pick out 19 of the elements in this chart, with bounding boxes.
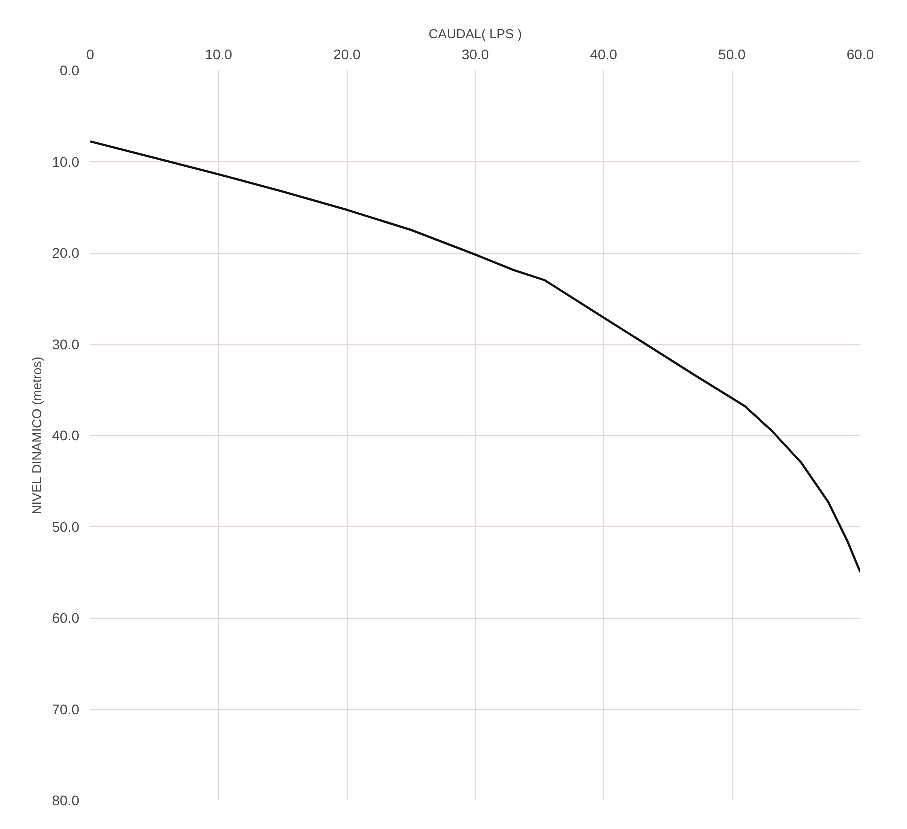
x-tick-label: 10.0: [205, 46, 233, 62]
x-tick-label: 20.0: [334, 46, 362, 62]
y-tick-label: 70.0: [52, 701, 80, 718]
y-axis-title: NIVEL DINAMICO (metros): [29, 356, 44, 515]
y-tick-label: 10.0: [52, 154, 80, 170]
y-tick-label: 50.0: [52, 518, 80, 535]
y-tick-label: 40.0: [52, 428, 80, 444]
y-tick-label: 30.0: [52, 336, 80, 352]
y-tick-label: 80.0: [52, 792, 80, 808]
y-tick-label: 60.0: [52, 610, 80, 626]
x-tick-label: 50.0: [718, 46, 746, 62]
x-tick-label: 0: [86, 46, 95, 62]
line-series: [90, 140, 860, 574]
y-tick-label: 0.0: [60, 62, 80, 78]
x-tick-label: 60.0: [846, 46, 874, 62]
x-tick-label: 40.0: [590, 46, 618, 62]
x-tick-label: 30.0: [462, 46, 490, 62]
y-tick-label: 20.0: [52, 245, 80, 261]
x-axis-title: CAUDAL( LPS ): [428, 26, 522, 42]
